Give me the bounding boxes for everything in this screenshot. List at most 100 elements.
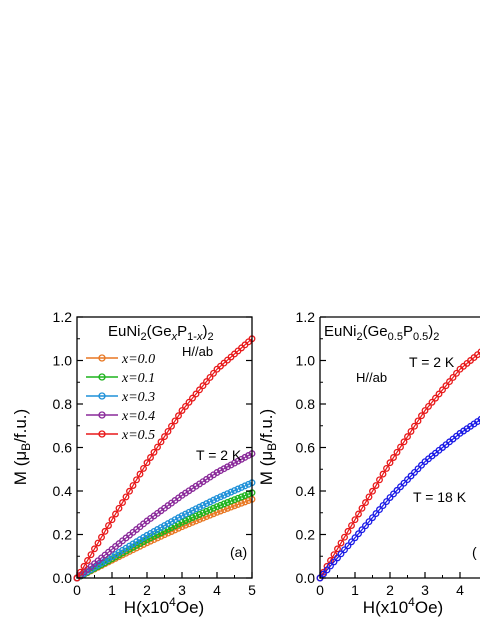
data-point [348,522,355,529]
data-point [213,469,221,476]
panel-b-label-2k: T = 2 K [409,354,455,370]
panel-a-ytick-label: 0.4 [53,483,73,499]
data-point [206,498,214,506]
data-point [241,482,249,490]
data-point [227,488,235,496]
panel-b-ytick-label: 0.8 [296,396,316,412]
panel-a-temperature-note: T = 2 K [196,447,242,463]
data-point [189,394,196,402]
data-point [164,427,172,435]
data-point [150,528,158,535]
panel-a-xtick-label: 5 [248,582,256,598]
data-point [234,485,242,493]
data-point [143,459,151,467]
data-point [171,516,179,524]
data-point [206,506,214,514]
data-point [77,568,84,576]
data-point [112,510,119,518]
data-point [238,499,245,507]
data-point [133,542,140,549]
data-point [168,422,175,430]
legend-entry: x=0.0 [86,352,155,367]
data-point [334,545,341,553]
data-point [224,499,231,506]
series-t-2-k [316,348,480,582]
data-point [213,503,221,511]
data-point [119,499,126,507]
panel-b-ylabel: M (μB/f.u.) [257,409,279,485]
data-point [358,504,366,512]
data-point [372,482,380,489]
data-point [185,398,193,406]
panel-b-ytick-label: 0.6 [296,440,316,456]
data-point [397,443,404,451]
panel-a-ytick-label: 1.2 [53,309,73,325]
data-point [330,558,338,566]
data-point [108,516,116,524]
panel-b-xtick-label: 3 [421,582,429,598]
data-point [178,518,186,526]
data-point [323,566,331,574]
panel-a-xtick-label: 1 [108,582,116,598]
data-point [372,510,380,518]
data-point [245,452,252,459]
data-point [351,516,359,524]
legend-label: x=0.0 [121,352,155,367]
data-point [175,412,182,420]
data-point [407,427,415,435]
data-point [220,465,228,473]
data-point [147,529,154,537]
data-point [245,480,252,488]
data-point [400,479,408,487]
data-point [87,551,95,559]
data-point [320,570,327,578]
panel-a: 0 1 2 3 4 5 0.0 0.2 0.4 0.6 0.8 1.0 1.2 EuNi2(GexP1-… [11,309,256,617]
data-point [337,539,345,547]
data-point [231,496,238,504]
legend-swatch-marker [98,430,106,438]
series-x-0-5 [73,335,256,582]
data-point [227,497,235,505]
data-point [199,382,207,390]
data-point [327,562,334,570]
panel-b-field-note: H//ab [356,370,387,385]
data-point [175,520,182,528]
data-point [477,348,480,356]
data-point [411,468,418,476]
data-point [206,374,214,381]
panel-a-xtick-label: 2 [143,582,151,598]
data-point [185,515,193,523]
data-point [182,510,189,518]
data-point [355,530,362,538]
data-point [421,407,429,414]
data-point [238,493,245,501]
data-point [446,378,453,386]
data-point [376,476,383,484]
data-point [224,463,231,471]
data-point [241,492,249,499]
data-point [189,507,196,515]
panel-a-ytick-label: 0.6 [53,440,73,456]
data-point [133,476,140,484]
panel-a-xtick-label: 0 [73,582,81,598]
data-point [80,562,88,570]
data-point [432,394,439,402]
data-point [210,369,217,377]
data-point [348,538,355,546]
data-point [334,554,341,562]
data-point [362,499,369,507]
data-point [164,520,172,528]
panel-a-legend: x=0.0 x=0.1 x=0.3 x=0.4 x=0.5 [86,352,155,443]
panel-a-ytick-label: 0.8 [53,396,73,412]
data-point [182,517,189,525]
data-point [442,382,450,390]
data-point [217,493,224,501]
data-point [178,512,186,520]
data-point [234,494,242,502]
panel-b: 0 1 2 3 4 0.0 0.2 0.4 0.6 0.8 1.0 1.2 EuNi2(Ge0.5P0… [257,309,480,617]
data-point [341,533,348,541]
data-point [154,443,161,451]
data-point [136,470,144,478]
legend-label: x=0.3 [121,390,155,405]
